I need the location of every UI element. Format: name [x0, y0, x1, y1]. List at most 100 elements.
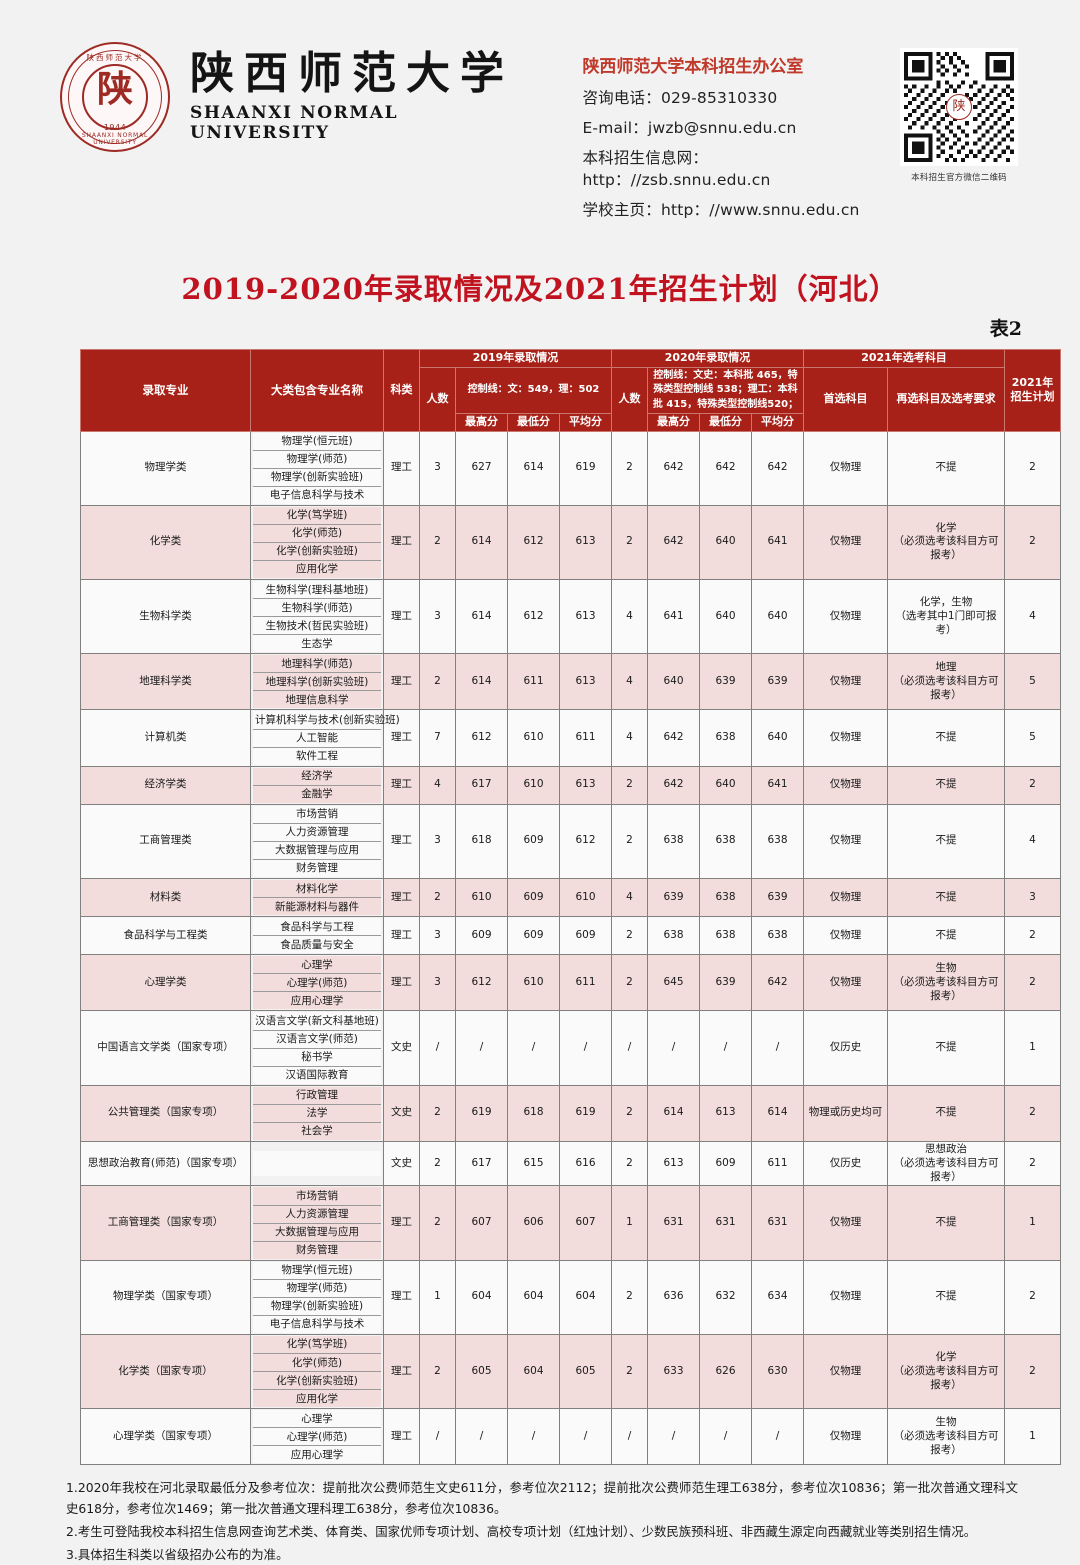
- cell-avg-2020: 640: [751, 709, 804, 767]
- cell-high-2020: /: [647, 1010, 700, 1086]
- cell-high-2020: 638: [647, 916, 700, 956]
- cell-avg-2020: 641: [751, 765, 804, 805]
- sub-major-item: 应用心理学: [253, 1446, 381, 1464]
- cell-count-2020: 2: [611, 1259, 648, 1335]
- cell-major: 中国语言文学类（国家专项）: [80, 1010, 251, 1086]
- cell-first-subject: 仅物理: [803, 1408, 888, 1466]
- header-row-3: 最高分 最低分 平均分 最高分 最低分 平均分: [81, 413, 1061, 432]
- sub-major-item: 物理学(创新实验班): [253, 1297, 381, 1316]
- cell-avg-2019: 612: [559, 803, 612, 880]
- cell-low-2019: 604: [507, 1333, 560, 1410]
- cell-avg-2019: 613: [559, 653, 612, 711]
- cell-first-subject: 仅物理: [803, 954, 888, 1012]
- cell-major: 经济学类: [80, 765, 251, 805]
- th-low-2020: 最低分: [699, 413, 752, 432]
- cell-major: 化学类: [80, 504, 251, 581]
- homepage-line: 学校主页：http：//www.snnu.edu.cn: [582, 201, 860, 219]
- th-category: 科类: [383, 349, 420, 432]
- cell-plan-2021: 4: [1004, 803, 1061, 880]
- sub-major-item: 心理学: [253, 1410, 381, 1429]
- cell-plan-2021: 5: [1004, 709, 1061, 767]
- cell-plan-2021: 2: [1004, 1084, 1061, 1142]
- cell-avg-2020: 638: [751, 916, 804, 956]
- cell-high-2020: 642: [647, 709, 700, 767]
- cell-count-2019: 4: [419, 765, 456, 805]
- cell-major: 地理科学类: [80, 653, 251, 711]
- cell-avg-2019: 616: [559, 1140, 612, 1187]
- cell-low-2019: 604: [507, 1259, 560, 1335]
- sub-major-item: 地理科学(师范): [253, 655, 381, 674]
- university-logo: 陕西师范大学 陕 1944 SHAANXI NORMAL UNIVERSITY …: [60, 42, 540, 152]
- cell-major: 化学类（国家专项）: [80, 1333, 251, 1410]
- second-subject-main: 不提: [935, 778, 957, 791]
- sub-major-item: 汉语言文学(新文科基地班): [253, 1012, 381, 1031]
- admissions-office-title: 陕西师范大学本科招生办公室: [582, 57, 804, 77]
- cell-high-2020: 642: [647, 765, 700, 805]
- cell-sub-majors: 材料化学 新能源材料与器件: [250, 878, 384, 918]
- sub-major-item: 生物技术(哲民实验班): [253, 617, 381, 636]
- th-group-2021: 2021年选考科目: [803, 349, 1005, 368]
- cell-first-subject: 仅物理: [803, 1185, 888, 1261]
- cell-avg-2020: 642: [751, 954, 804, 1012]
- sub-major-item: 心理学: [253, 956, 381, 975]
- cell-low-2020: 640: [699, 765, 752, 805]
- cell-category: 理工: [383, 1408, 420, 1466]
- table-row: 计算机类 计算机科学与技术(创新实验班) 人工智能 软件工程 理工 7 612 610 611 4…: [80, 709, 1061, 767]
- cell-count-2020: /: [611, 1408, 648, 1466]
- sub-major-item: 心理学(师范): [253, 1428, 381, 1447]
- second-subject-main: 不提: [935, 731, 957, 744]
- cell-high-2020: 641: [647, 579, 700, 655]
- cell-avg-2019: /: [559, 1010, 612, 1086]
- cell-low-2020: 638: [699, 916, 752, 956]
- cell-high-2020: 642: [647, 504, 700, 581]
- table-row: 经济学类 经济学 金融学 理工 4 617 610 613 2 642 640 641 仅物理 不提 2: [80, 765, 1061, 805]
- table-row: 心理学类（国家专项） 心理学 心理学(师范) 应用心理学 理工 / / / / / / / / 仅物理 生物…: [80, 1408, 1061, 1466]
- th-line-2019: 控制线：文：549，理：502: [455, 366, 612, 415]
- cell-category: 理工: [383, 916, 420, 956]
- cell-count-2019: 3: [419, 430, 456, 506]
- second-subject-main: 化学，生物: [919, 595, 973, 608]
- cell-first-subject: 仅物理: [803, 1259, 888, 1335]
- table-row: 思想政治教育(师范)（国家专项） 文史 2 617 615 616 2 613 609 611 仅历…: [80, 1140, 1061, 1187]
- cell-high-2019: 614: [455, 653, 508, 711]
- sub-major-item: 食品科学与工程: [253, 918, 381, 937]
- sub-major-item: 化学(笃学班): [253, 506, 381, 525]
- th-group-2019: 2019年录取情况: [419, 349, 612, 368]
- table-head: 录取专业 大类包含专业名称 科类 2019年录取情况 2020年录取情况 202…: [80, 349, 1061, 432]
- table-row: 公共管理类（国家专项） 行政管理 法学 社会学 文史 2 619 618 619 2 614 613 6…: [80, 1084, 1061, 1142]
- cell-high-2020: 638: [647, 803, 700, 880]
- cell-major: 工商管理类（国家专项）: [80, 1185, 251, 1261]
- cell-avg-2020: /: [751, 1408, 804, 1466]
- cell-plan-2021: 2: [1004, 504, 1061, 581]
- cell-second-subject: 生物 （必须选考该科目方可报考）: [887, 1408, 1005, 1466]
- cell-low-2019: 615: [507, 1140, 560, 1187]
- cell-first-subject: 仅物理: [803, 878, 888, 918]
- cell-avg-2020: 640: [751, 579, 804, 655]
- cell-count-2019: 2: [419, 504, 456, 581]
- cell-sub-majors: 化学(笃学班) 化学(师范) 化学(创新实验班) 应用化学: [250, 1333, 384, 1410]
- cell-plan-2021: 1: [1004, 1010, 1061, 1086]
- cell-major: 公共管理类（国家专项）: [80, 1084, 251, 1142]
- second-subject-note: （必须选考该科目方可报考）: [893, 1364, 999, 1391]
- sub-major-item: 人力资源管理: [253, 1205, 381, 1224]
- second-subject-main: 生物: [935, 962, 957, 975]
- cell-high-2020: /: [647, 1408, 700, 1466]
- cell-major: 物理学类: [80, 430, 251, 506]
- th-sub-majors: 大类包含专业名称: [250, 349, 384, 432]
- cell-second-subject: 地理 （必须选考该科目方可报考）: [887, 653, 1005, 711]
- cell-low-2020: 639: [699, 653, 752, 711]
- qr-block: 陕 本科招生官方微信二维码: [893, 42, 1025, 183]
- cell-avg-2019: 605: [559, 1333, 612, 1410]
- cell-high-2020: 639: [647, 878, 700, 918]
- second-subject-note: （必须选考该科目方可报考）: [893, 1429, 999, 1456]
- cell-first-subject: 物理或历史均可: [803, 1084, 888, 1142]
- cell-avg-2020: 638: [751, 803, 804, 880]
- cell-plan-2021: 2: [1004, 1140, 1061, 1187]
- cell-plan-2021: 5: [1004, 653, 1061, 711]
- second-subject-note: （选考其中1门即可报考）: [895, 609, 997, 636]
- cell-avg-2020: 642: [751, 430, 804, 506]
- cell-second-subject: 不提: [887, 916, 1005, 956]
- cell-plan-2021: 2: [1004, 954, 1061, 1012]
- cell-count-2019: 3: [419, 916, 456, 956]
- cell-major: 物理学类（国家专项）: [80, 1259, 251, 1335]
